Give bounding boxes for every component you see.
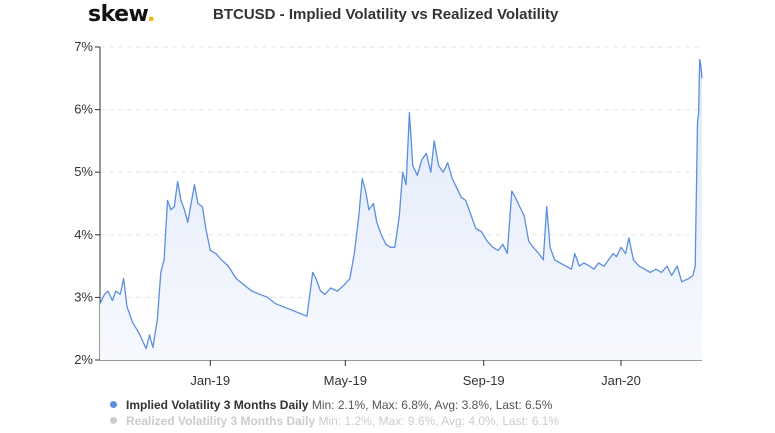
legend-item-realized-volatility[interactable]: Realized Volatility 3 Months Daily Min: … xyxy=(110,414,559,428)
legend-label: Implied Volatility 3 Months Daily xyxy=(126,398,309,412)
x-axis: Jan-19 May-19 Sep-19 Jan-20 xyxy=(100,359,702,388)
x-tick-label: Jan-19 xyxy=(190,373,230,388)
skew-logo: skew. xyxy=(88,2,155,27)
legend-stats: Min: 1.2%, Max: 9.6%, Avg: 4.0%, Last: 6… xyxy=(318,414,560,428)
legend-dot-implied-icon xyxy=(110,401,117,408)
y-tick-label: 3% xyxy=(74,289,93,304)
y-tick-label: 7% xyxy=(74,39,93,54)
y-tick-label: 6% xyxy=(74,102,93,117)
logo-text: skew xyxy=(88,2,147,27)
x-tick-label: May-19 xyxy=(324,373,367,388)
y-axis: 2% 3% 4% 5% 6% 7% xyxy=(74,39,101,367)
y-tick-label: 2% xyxy=(74,352,93,367)
logo-dot: . xyxy=(146,2,155,27)
x-tick-label: Sep-19 xyxy=(463,373,505,388)
legend-item-implied-volatility[interactable]: Implied Volatility 3 Months Daily Min: 2… xyxy=(110,398,552,412)
x-tick-label: Jan-20 xyxy=(601,373,641,388)
legend-stats: Min: 2.1%, Max: 6.8%, Avg: 3.8%, Last: 6… xyxy=(311,398,553,412)
implied-volatility-line xyxy=(99,58,703,350)
volatility-chart: 2% 3% 4% 5% 6% 7% Jan-19 May-19 Sep-19 Jan-20 xyxy=(74,39,703,388)
implied-volatility-area xyxy=(100,59,702,360)
legend-label: Realized Volatility 3 Months Daily xyxy=(126,414,316,428)
chart-title: BTCUSD - Implied Volatility vs Realized … xyxy=(213,6,559,23)
y-tick-label: 4% xyxy=(74,227,93,242)
legend-dot-realized-icon xyxy=(110,417,117,424)
y-tick-label: 5% xyxy=(74,164,93,179)
